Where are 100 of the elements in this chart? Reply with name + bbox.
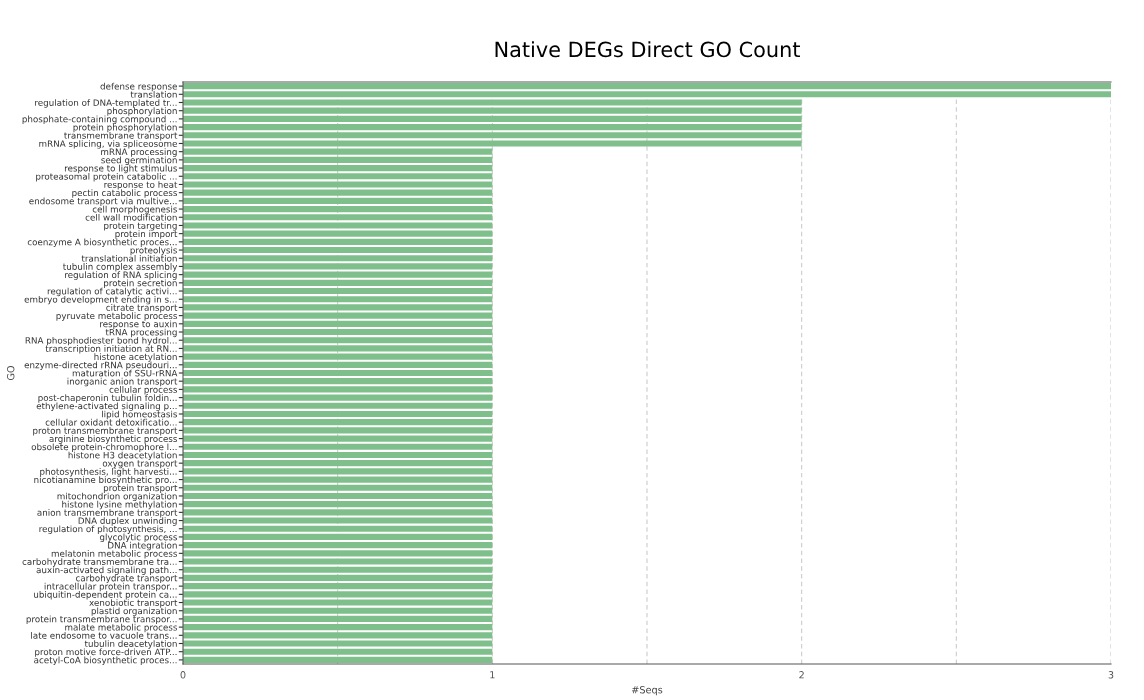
bar [183,165,493,172]
bar [183,205,493,213]
bar [183,607,493,614]
y-tick-label: intracellular protein transpor... [44,582,177,592]
y-tick-label: protein transmembrane transpor... [26,615,177,625]
y-tick-label: acetyl-CoA biosynthetic proces... [34,656,177,666]
y-tick-label: ethylene-activated signaling p... [36,402,177,411]
bar [183,189,493,196]
bar [183,263,493,270]
bar [183,304,493,311]
y-tick-label: glycolytic process [99,533,178,543]
bar [183,410,493,418]
bar [183,517,493,524]
bar [183,99,802,106]
bar [183,460,493,467]
bar [183,91,1111,98]
y-tick-label: anion transmembrane transport [37,509,178,518]
bar [183,246,493,254]
bar [183,525,493,532]
bar [183,599,493,606]
bar [183,583,493,590]
y-tick-label: melatonin metabolic process [51,550,178,559]
bar [183,296,493,303]
bar [183,255,493,262]
y-tick-label: proton motive force-driven ATP... [35,648,177,657]
bar [183,624,493,631]
y-tick-label: embryo development ending in s... [24,295,177,305]
y-tick-label: RNA phosphodiester bond hydrol... [25,336,177,346]
y-tick-label: auxin-activated signaling path... [36,566,177,575]
bar [183,591,493,598]
bar [183,501,493,508]
y-tick-label: protein transport [103,484,178,493]
bar [183,148,493,155]
bar [183,345,493,352]
bar [183,353,493,360]
y-tick-label: cell wall modification [85,213,177,221]
bar [183,402,493,409]
y-tick-label: mRNA processing [101,148,177,157]
bar [183,476,493,483]
bar [183,468,493,475]
bar [183,394,493,401]
y-tick-label: seed germination [101,156,177,166]
x-axis-title: #Seqs [631,686,663,696]
y-tick-label: protein phosphorylation [73,123,177,133]
x-tick-label: 2 [799,671,804,679]
y-tick-label: regulation of catalytic activi... [47,287,177,297]
y-tick-label: regulation of RNA splicing [65,271,177,280]
bar [183,115,802,122]
y-tick-label: pyruvate metabolic process [56,312,178,321]
y-tick-label: mRNA splicing, via spliceosome [39,140,177,149]
y-tick-label: carbohydrate transport [75,574,178,584]
bar [183,451,493,459]
y-tick-label: tRNA processing [105,328,177,338]
bar [183,632,493,639]
chart-title: Native DEGs Direct GO Count [495,41,800,58]
y-tick-label: response to auxin [100,320,177,329]
y-tick-label: phosphorylation [107,107,177,116]
bar [183,484,493,491]
bar [183,550,493,557]
bar [183,443,493,450]
bar [183,361,493,368]
y-tick-label: proteolysis [130,246,178,256]
y-tick-label: maturation of SSU-rRNA [72,369,178,377]
y-tick-label: photosynthesis, light harvesti... [40,468,177,477]
y-tick-label: enzyme-directed rRNA pseudouri... [24,361,177,370]
y-tick-label: transmembrane transport [64,131,178,141]
x-tick-label: 3 [1108,671,1114,679]
y-tick-label: histone H3 deacetylation [68,451,177,461]
bar [183,107,802,114]
y-tick-label: late endosome to vacuole trans... [31,631,177,639]
bar [183,238,493,245]
y-tick-label: pectin catabolic process [72,189,178,198]
bar [183,181,493,188]
y-tick-label: malate metabolic process [65,623,178,633]
bar [183,222,493,229]
y-tick-label: response to light stimulus [64,164,178,174]
y-tick-label: oxygen transport [102,460,178,469]
y-tick-label: response to heat [104,181,178,190]
x-tick-label: 1 [490,671,495,679]
y-tick-label: cellular oxidant detoxificatio... [45,418,177,426]
bar [183,140,802,147]
bar [183,214,493,221]
bar [183,197,493,204]
y-tick-label: citrate transport [106,304,178,313]
bar [183,656,493,663]
bar [183,533,493,541]
y-tick-label: plastid organization [91,607,177,616]
bar [183,378,493,385]
y-tick-label: phosphate-containing compound ... [22,115,177,125]
bar [183,386,493,393]
bar [183,427,493,434]
bar [183,509,493,516]
x-tick-label: 0 [180,671,186,679]
y-tick-label: endosome transport via multive... [29,197,177,206]
y-tick-label: xenobiotic transport [89,599,178,608]
y-tick-label: ubiquitin-dependent protein ca... [34,591,177,600]
y-tick-label: inorganic anion transport [67,377,178,387]
bar [183,640,493,647]
bar [183,615,493,622]
bar [183,435,493,442]
